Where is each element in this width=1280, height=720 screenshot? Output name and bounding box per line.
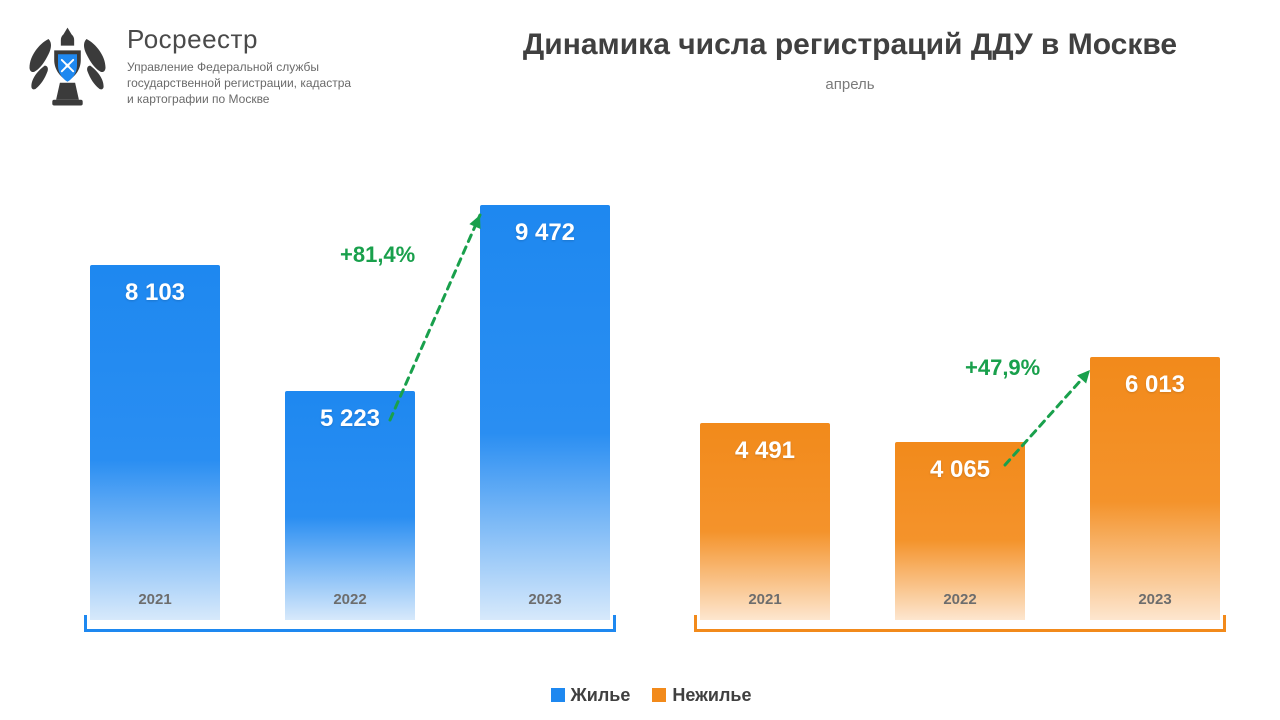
header: Росреестр Управление Федеральной службы … (20, 20, 357, 115)
org-description: Управление Федеральной службы государств… (127, 59, 357, 108)
bar-group-residential: 8 10320215 22320229 4722023+81,4% (70, 160, 630, 620)
legend-label: Нежилье (672, 685, 751, 705)
legend-swatch (551, 688, 565, 702)
title-block: Динамика числа регистраций ДДУ в Москве … (460, 28, 1240, 93)
bar-group-nonresidential: 4 49120214 06520226 0132023+47,9% (680, 160, 1240, 620)
rosreestr-logo-icon (20, 20, 115, 115)
org-text: Росреестр Управление Федеральной службы … (127, 20, 357, 108)
page-subtitle: апрель (460, 76, 1240, 93)
group-bracket (84, 618, 616, 632)
legend: Жилье Нежилье (0, 685, 1280, 706)
delta-arrow-icon (70, 160, 630, 620)
org-name: Росреестр (127, 24, 357, 55)
delta-arrow-icon (680, 160, 1240, 620)
legend-swatch (652, 688, 666, 702)
page-title: Динамика числа регистраций ДДУ в Москве (460, 28, 1240, 62)
legend-label: Жилье (571, 685, 631, 705)
chart-area: 8 10320215 22320229 4722023+81,4%4 49120… (0, 150, 1280, 660)
group-bracket (694, 618, 1226, 632)
